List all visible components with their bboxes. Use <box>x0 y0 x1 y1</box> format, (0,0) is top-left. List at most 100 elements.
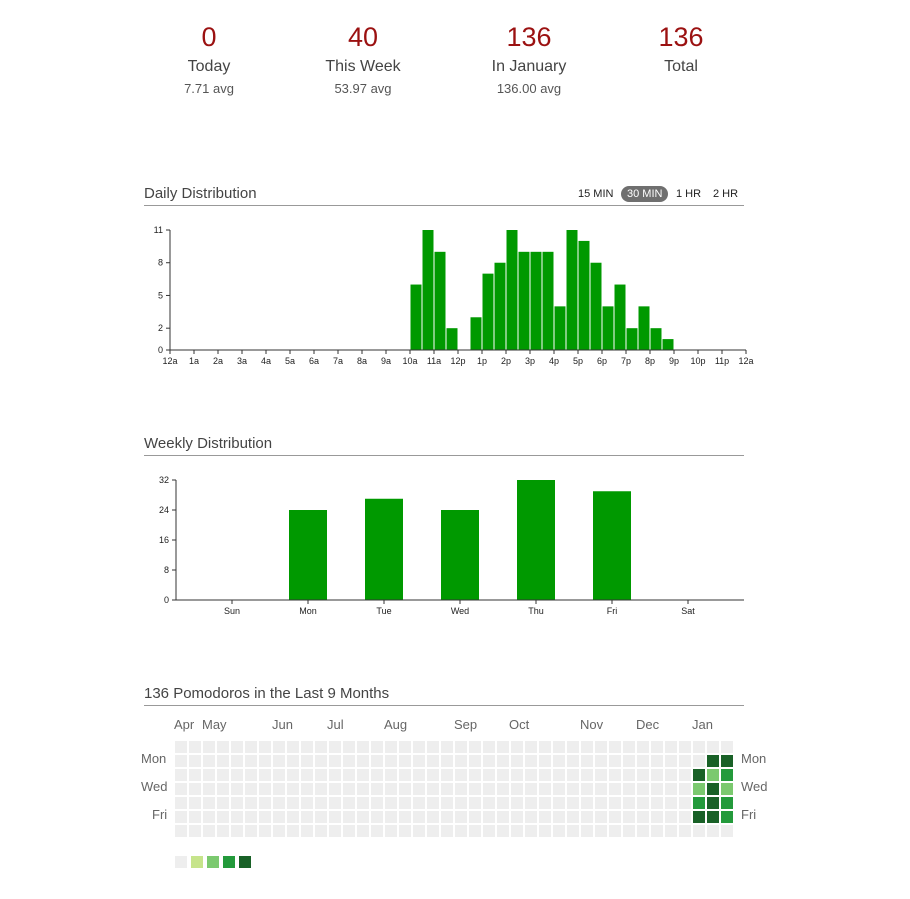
heatmap-cell[interactable] <box>567 797 579 809</box>
heatmap-cell[interactable] <box>693 769 705 781</box>
heatmap-cell[interactable] <box>581 811 593 823</box>
heatmap-cell[interactable] <box>525 783 537 795</box>
heatmap-cell[interactable] <box>693 741 705 753</box>
heatmap-cell[interactable] <box>651 769 663 781</box>
heatmap-cell[interactable] <box>231 755 243 767</box>
heatmap-cell[interactable] <box>343 783 355 795</box>
heatmap-cell[interactable] <box>273 769 285 781</box>
heatmap-cell[interactable] <box>245 769 257 781</box>
heatmap-cell[interactable] <box>595 797 607 809</box>
heatmap-cell[interactable] <box>595 741 607 753</box>
heatmap-cell[interactable] <box>301 797 313 809</box>
heatmap-cell[interactable] <box>539 797 551 809</box>
heatmap-cell[interactable] <box>427 797 439 809</box>
heatmap-cell[interactable] <box>693 811 705 823</box>
heatmap-cell[interactable] <box>315 797 327 809</box>
heatmap-cell[interactable] <box>189 741 201 753</box>
heatmap-cell[interactable] <box>217 783 229 795</box>
heatmap-cell[interactable] <box>301 741 313 753</box>
heatmap-cell[interactable] <box>217 769 229 781</box>
heatmap-cell[interactable] <box>357 797 369 809</box>
heatmap-cell[interactable] <box>245 741 257 753</box>
heatmap-cell[interactable] <box>189 755 201 767</box>
heatmap-cell[interactable] <box>385 811 397 823</box>
heatmap-cell[interactable] <box>595 769 607 781</box>
heatmap-cell[interactable] <box>455 797 467 809</box>
heatmap-cell[interactable] <box>707 797 719 809</box>
heatmap-cell[interactable] <box>721 797 733 809</box>
heatmap-cell[interactable] <box>287 825 299 837</box>
heatmap-cell[interactable] <box>679 741 691 753</box>
heatmap-cell[interactable] <box>483 769 495 781</box>
heatmap-cell[interactable] <box>245 755 257 767</box>
heatmap-cell[interactable] <box>525 811 537 823</box>
heatmap-cell[interactable] <box>189 797 201 809</box>
heatmap-cell[interactable] <box>581 755 593 767</box>
heatmap-cell[interactable] <box>721 741 733 753</box>
heatmap-cell[interactable] <box>301 755 313 767</box>
heatmap-cell[interactable] <box>399 755 411 767</box>
heatmap-cell[interactable] <box>693 755 705 767</box>
heatmap-cell[interactable] <box>441 741 453 753</box>
heatmap-cell[interactable] <box>343 825 355 837</box>
heatmap-cell[interactable] <box>287 769 299 781</box>
heatmap-cell[interactable] <box>511 755 523 767</box>
heatmap-cell[interactable] <box>315 755 327 767</box>
heatmap-cell[interactable] <box>399 811 411 823</box>
heatmap-cell[interactable] <box>623 769 635 781</box>
heatmap-cell[interactable] <box>637 783 649 795</box>
heatmap-cell[interactable] <box>497 783 509 795</box>
heatmap-cell[interactable] <box>315 811 327 823</box>
heatmap-cell[interactable] <box>357 755 369 767</box>
heatmap-cell[interactable] <box>497 811 509 823</box>
heatmap-cell[interactable] <box>483 755 495 767</box>
heatmap-cell[interactable] <box>385 783 397 795</box>
heatmap-cell[interactable] <box>385 755 397 767</box>
heatmap-cell[interactable] <box>455 741 467 753</box>
heatmap-cell[interactable] <box>287 755 299 767</box>
heatmap-cell[interactable] <box>371 811 383 823</box>
heatmap-cell[interactable] <box>441 769 453 781</box>
heatmap-cell[interactable] <box>595 811 607 823</box>
heatmap-cell[interactable] <box>273 741 285 753</box>
heatmap-cell[interactable] <box>637 741 649 753</box>
heatmap-cell[interactable] <box>665 783 677 795</box>
heatmap-cell[interactable] <box>497 755 509 767</box>
heatmap-cell[interactable] <box>707 811 719 823</box>
heatmap-cell[interactable] <box>231 741 243 753</box>
heatmap-cell[interactable] <box>483 825 495 837</box>
heatmap-cell[interactable] <box>469 755 481 767</box>
heatmap-cell[interactable] <box>483 783 495 795</box>
heatmap-cell[interactable] <box>707 769 719 781</box>
heatmap-cell[interactable] <box>217 825 229 837</box>
heatmap-cell[interactable] <box>595 783 607 795</box>
heatmap-cell[interactable] <box>721 783 733 795</box>
heatmap-cell[interactable] <box>343 769 355 781</box>
heatmap-cell[interactable] <box>245 783 257 795</box>
heatmap-cell[interactable] <box>399 825 411 837</box>
heatmap-cell[interactable] <box>371 797 383 809</box>
heatmap-cell[interactable] <box>203 755 215 767</box>
heatmap-cell[interactable] <box>259 741 271 753</box>
heatmap-cell[interactable] <box>273 783 285 795</box>
heatmap-cell[interactable] <box>245 811 257 823</box>
heatmap-cell[interactable] <box>623 755 635 767</box>
heatmap-cell[interactable] <box>595 755 607 767</box>
heatmap-cell[interactable] <box>539 811 551 823</box>
heatmap-cell[interactable] <box>231 811 243 823</box>
heatmap-cell[interactable] <box>259 769 271 781</box>
heatmap-cell[interactable] <box>427 769 439 781</box>
heatmap-cell[interactable] <box>175 811 187 823</box>
heatmap-cell[interactable] <box>567 811 579 823</box>
heatmap-cell[interactable] <box>609 741 621 753</box>
heatmap-cell[interactable] <box>259 797 271 809</box>
resolution-30-min[interactable]: 30 MIN <box>621 186 669 202</box>
heatmap-cell[interactable] <box>329 783 341 795</box>
heatmap-cell[interactable] <box>707 825 719 837</box>
heatmap-cell[interactable] <box>581 741 593 753</box>
heatmap-cell[interactable] <box>665 741 677 753</box>
heatmap-cell[interactable] <box>609 783 621 795</box>
heatmap-cell[interactable] <box>399 741 411 753</box>
heatmap-cell[interactable] <box>245 797 257 809</box>
heatmap-cell[interactable] <box>273 797 285 809</box>
